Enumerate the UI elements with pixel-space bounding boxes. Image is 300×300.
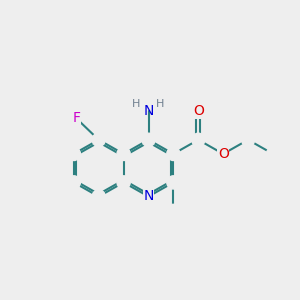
Circle shape: [92, 133, 105, 146]
Circle shape: [117, 176, 130, 189]
Circle shape: [67, 176, 80, 189]
Text: O: O: [218, 147, 229, 161]
Circle shape: [266, 147, 280, 161]
Text: O: O: [193, 104, 204, 118]
Circle shape: [167, 147, 180, 161]
Text: N: N: [143, 190, 154, 203]
Circle shape: [167, 176, 180, 189]
Circle shape: [192, 133, 205, 146]
Circle shape: [142, 133, 155, 146]
Text: H: H: [156, 99, 165, 110]
Circle shape: [67, 147, 80, 161]
Text: H: H: [132, 99, 141, 110]
Circle shape: [242, 133, 255, 146]
Text: N: N: [143, 104, 154, 118]
Circle shape: [92, 190, 105, 203]
Circle shape: [117, 147, 130, 161]
Circle shape: [167, 204, 180, 218]
Text: F: F: [73, 112, 80, 125]
